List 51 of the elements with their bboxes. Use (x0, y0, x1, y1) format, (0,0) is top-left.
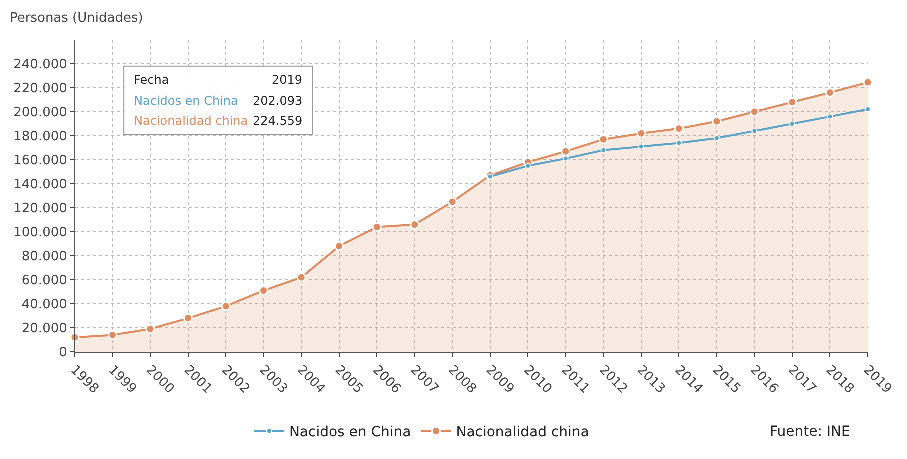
y-tick-label: 40.000 (22, 298, 68, 313)
y-tick-label: 220.000 (14, 82, 68, 97)
point (146, 324, 156, 334)
y-tick-label: 180.000 (14, 130, 68, 145)
point (410, 220, 420, 230)
annotation: 224.559 (253, 114, 303, 128)
annotation: 202.093 (253, 94, 303, 108)
point (638, 144, 644, 150)
y-tick-label: 60.000 (22, 274, 68, 289)
point (562, 156, 569, 162)
point (789, 121, 796, 127)
point (752, 128, 758, 134)
point (334, 242, 344, 252)
point (600, 147, 607, 154)
legend-label: Nacidos en China (289, 424, 412, 441)
annotation: Nacidos en China (134, 94, 238, 108)
y-tick-label: 120.000 (14, 202, 68, 217)
y-tick-label: 140.000 (14, 178, 68, 193)
point (676, 140, 682, 146)
point (259, 286, 269, 296)
y-tick-label: 20.000 (22, 322, 68, 337)
annotation: 2019 (272, 73, 303, 87)
source-note: Fuente: INE (770, 424, 850, 440)
y-tick-label: 160.000 (14, 154, 68, 169)
y-tick-label: 240.000 (14, 58, 68, 73)
point (108, 330, 118, 340)
y-axis-title: Personas (Unidades) (10, 11, 144, 26)
point (561, 146, 571, 156)
point (712, 116, 722, 126)
point (448, 197, 458, 207)
point (714, 135, 720, 142)
point (598, 134, 608, 144)
point (750, 107, 760, 117)
y-tick-label: 200.000 (14, 106, 68, 121)
y-tick-label: 100.000 (14, 226, 68, 241)
annotation: Nacionalidad china (134, 114, 248, 128)
point (674, 124, 684, 134)
y-tick-label: 0 (59, 346, 68, 361)
y-tick-label: 80.000 (22, 250, 68, 265)
legend-label: Nacionalidad china (456, 424, 590, 441)
annotation: Fecha (134, 73, 170, 87)
point (863, 78, 873, 88)
point (221, 302, 231, 312)
point (525, 163, 532, 169)
point (372, 222, 382, 232)
point (827, 114, 834, 120)
point (788, 98, 798, 108)
point (636, 128, 646, 138)
point (184, 314, 194, 324)
point (825, 88, 835, 98)
point (296, 272, 306, 282)
